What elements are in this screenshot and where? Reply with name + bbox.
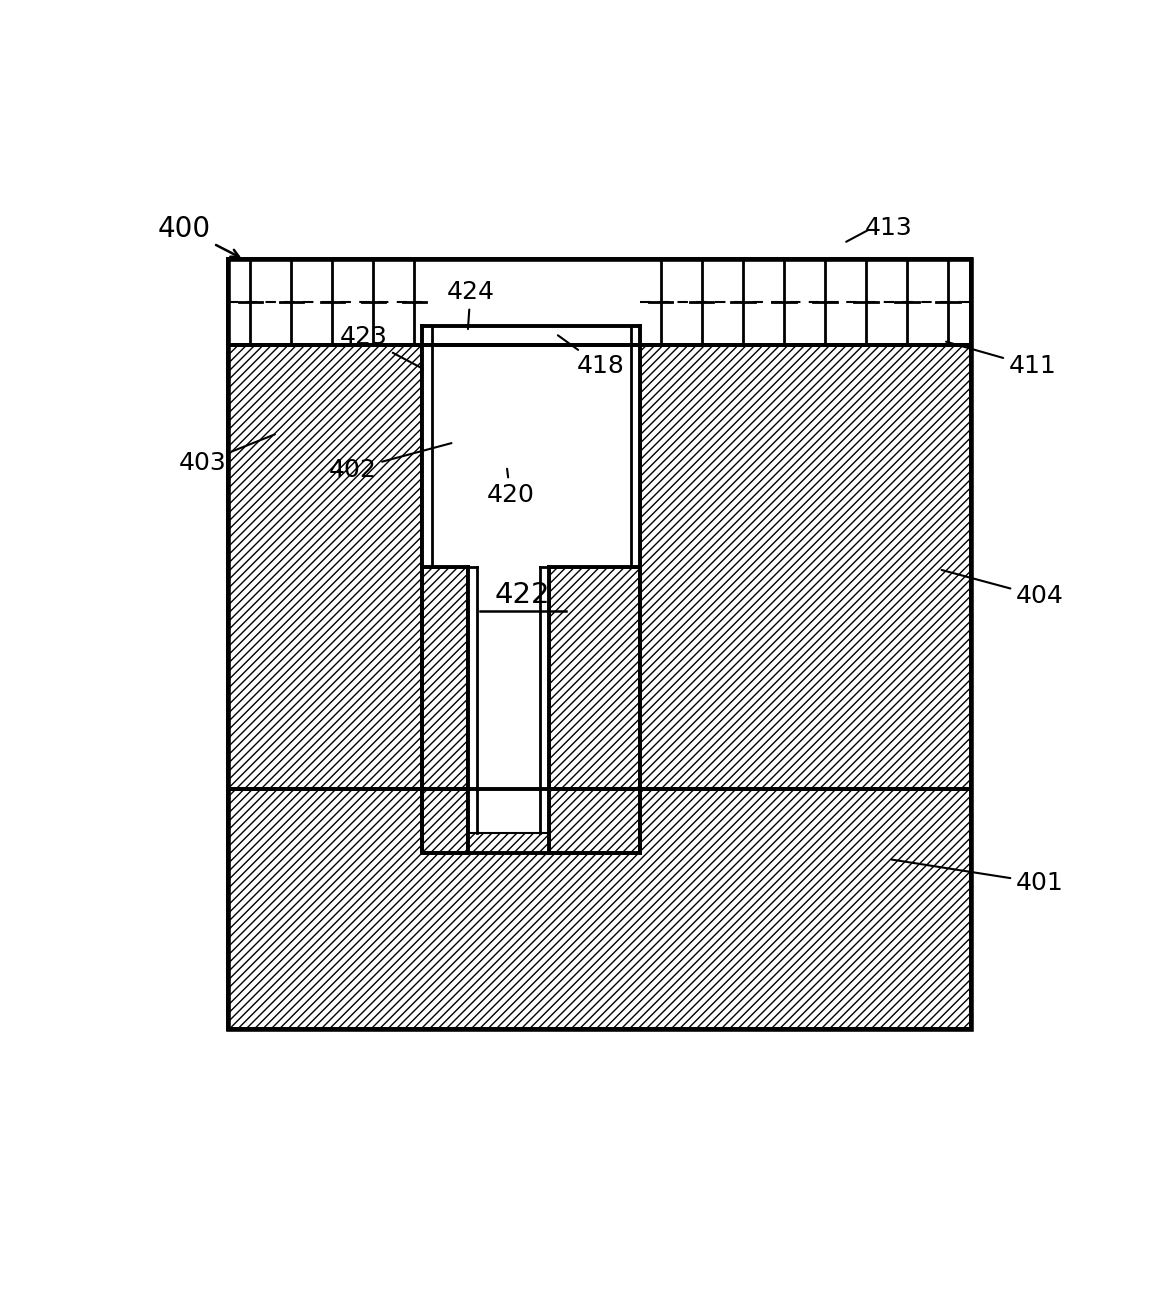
Bar [422,259,639,345]
Text: 400: 400 [158,215,238,257]
Text: 418: 418 [558,335,625,378]
Text: 403: 403 [179,434,275,476]
Text: 424: 424 [447,280,494,330]
Bar [228,345,422,790]
Bar [422,326,639,345]
Text: 404: 404 [941,569,1064,609]
Text: 402: 402 [328,443,451,482]
Bar [422,326,639,567]
Bar [422,790,468,852]
Bar [468,790,549,852]
Bar [468,833,549,852]
Bar [422,790,639,852]
Text: 411: 411 [946,341,1057,378]
Bar [228,259,970,1029]
Bar [422,567,468,790]
Bar [228,259,970,345]
Text: 413: 413 [865,216,913,240]
Bar [228,790,970,1029]
Text: 420: 420 [486,469,534,507]
Text: 401: 401 [892,860,1064,895]
Text: 422: 422 [494,581,549,609]
Bar [549,567,639,790]
Bar [549,790,639,852]
Bar [468,567,549,852]
Text: 423: 423 [340,326,423,369]
Bar [639,345,970,790]
